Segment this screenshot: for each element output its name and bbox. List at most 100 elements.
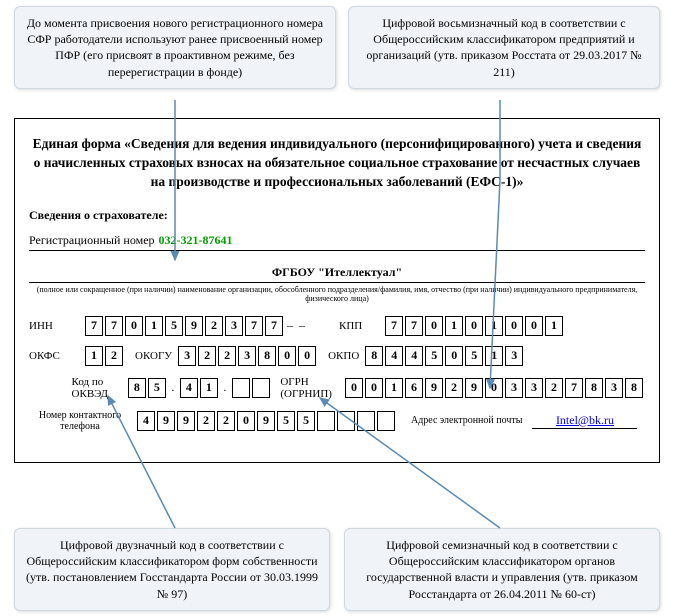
cell: 8 <box>585 378 603 398</box>
cell: 5 <box>297 411 315 431</box>
cell: 3 <box>525 378 543 398</box>
cell: 8 <box>365 346 383 366</box>
cell: . <box>168 378 178 398</box>
okfs-label: ОКФС <box>29 350 79 362</box>
kpp-cells: 770101001 <box>385 316 565 336</box>
cell: 1 <box>385 378 403 398</box>
reg-number-line: Регистрационный номер 032-321-87641 <box>29 233 645 251</box>
phone-label: Номер контактного телефона <box>29 410 131 432</box>
cell <box>317 411 335 431</box>
cell: 3 <box>505 378 523 398</box>
cell: 1 <box>545 316 563 336</box>
form-container: Единая форма «Сведения для ведения индив… <box>14 118 660 463</box>
cell: 5 <box>277 411 295 431</box>
cell <box>337 411 355 431</box>
org-name: ФГБОУ "Ителлектуал" <box>29 265 645 283</box>
cell: 8 <box>258 346 276 366</box>
cell: 4 <box>405 346 423 366</box>
cell: 0 <box>505 316 523 336</box>
email-underline: Intel@bk.ru <box>532 413 637 429</box>
cell: 3 <box>225 316 243 336</box>
cell: 7 <box>565 378 583 398</box>
row-okved-ogrn: Код по ОКВЭД 85.41. ОГРН (ОГРНИП) 001692… <box>29 376 645 400</box>
cell: 5 <box>465 346 483 366</box>
cell: 0 <box>485 378 503 398</box>
cell: 3 <box>505 346 523 366</box>
cell: 0 <box>237 411 255 431</box>
row-phone-email: Номер контактного телефона 499220955 Адр… <box>29 410 645 432</box>
cell: 6 <box>405 378 423 398</box>
cell: 0 <box>345 378 363 398</box>
cell <box>357 411 375 431</box>
cell: 2 <box>218 346 236 366</box>
cell <box>377 411 395 431</box>
row-inn-kpp: ИНН 7701592377–– КПП 770101001 <box>29 316 645 336</box>
okfs-cells: 12 <box>85 346 125 366</box>
reg-number-value: 032-321-87641 <box>159 233 233 248</box>
callout-okpo: Цифровой восьмизначный код в соответстви… <box>348 6 660 89</box>
cell: 2 <box>197 411 215 431</box>
cell: 2 <box>217 411 235 431</box>
org-caption: (полное или сокращенное (при наличии) на… <box>29 285 645 304</box>
cell: 0 <box>425 316 443 336</box>
cell: 0 <box>278 346 296 366</box>
cell: 4 <box>385 346 403 366</box>
reg-label: Регистрационный номер <box>29 233 155 248</box>
cell: 1 <box>485 346 503 366</box>
cell: 9 <box>185 316 203 336</box>
cell: 8 <box>128 378 146 398</box>
cell: 2 <box>445 378 463 398</box>
ogrn-cells: 001692903327838 <box>345 378 645 398</box>
cell: 1 <box>85 346 103 366</box>
cell: 5 <box>165 316 183 336</box>
cell: 1 <box>145 316 163 336</box>
cell: 5 <box>148 378 166 398</box>
okpo-label: ОКПО <box>328 350 359 362</box>
cell: 1 <box>200 378 218 398</box>
kpp-label: КПП <box>339 320 379 332</box>
cell: 0 <box>125 316 143 336</box>
inn-label: ИНН <box>29 320 79 332</box>
cell: 9 <box>157 411 175 431</box>
email-link[interactable]: Intel@bk.ru <box>556 413 614 427</box>
cell: 9 <box>465 378 483 398</box>
cell: 7 <box>385 316 403 336</box>
okogu-cells: 3223800 <box>178 346 318 366</box>
cell: 3 <box>178 346 196 366</box>
cell <box>232 378 250 398</box>
cell: 1 <box>485 316 503 336</box>
cell: 7 <box>405 316 423 336</box>
cell: 3 <box>605 378 623 398</box>
cell: . <box>220 378 230 398</box>
okpo-cells: 84450513 <box>365 346 525 366</box>
cell: 0 <box>445 346 463 366</box>
cell: 7 <box>105 316 123 336</box>
okved-label: Код по ОКВЭД <box>72 376 122 400</box>
callout-okogu: Цифровой семизначный код в соответствии … <box>344 528 660 611</box>
cell: 3 <box>238 346 256 366</box>
phone-cells: 499220955 <box>137 411 397 431</box>
inn-cells: 7701592377–– <box>85 316 309 336</box>
callout-okfs: Цифровой двузначный код в соответствии с… <box>14 528 330 611</box>
cell: 2 <box>105 346 123 366</box>
okved-cells: 85.41. <box>128 378 272 398</box>
cell: 0 <box>298 346 316 366</box>
cell <box>252 378 270 398</box>
cell: 4 <box>137 411 155 431</box>
okogu-label: ОКОГУ <box>135 350 172 362</box>
cell: 2 <box>205 316 223 336</box>
cell: 2 <box>198 346 216 366</box>
cell: 9 <box>177 411 195 431</box>
cell: 0 <box>465 316 483 336</box>
form-title: Единая форма «Сведения для ведения индив… <box>29 135 645 192</box>
cell: – <box>285 316 295 336</box>
cell: 1 <box>445 316 463 336</box>
cell: – <box>297 316 307 336</box>
cell: 7 <box>265 316 283 336</box>
cell: 9 <box>257 411 275 431</box>
cell: 5 <box>425 346 443 366</box>
cell: 7 <box>245 316 263 336</box>
cell: 2 <box>545 378 563 398</box>
cell: 0 <box>525 316 543 336</box>
cell: 0 <box>365 378 383 398</box>
